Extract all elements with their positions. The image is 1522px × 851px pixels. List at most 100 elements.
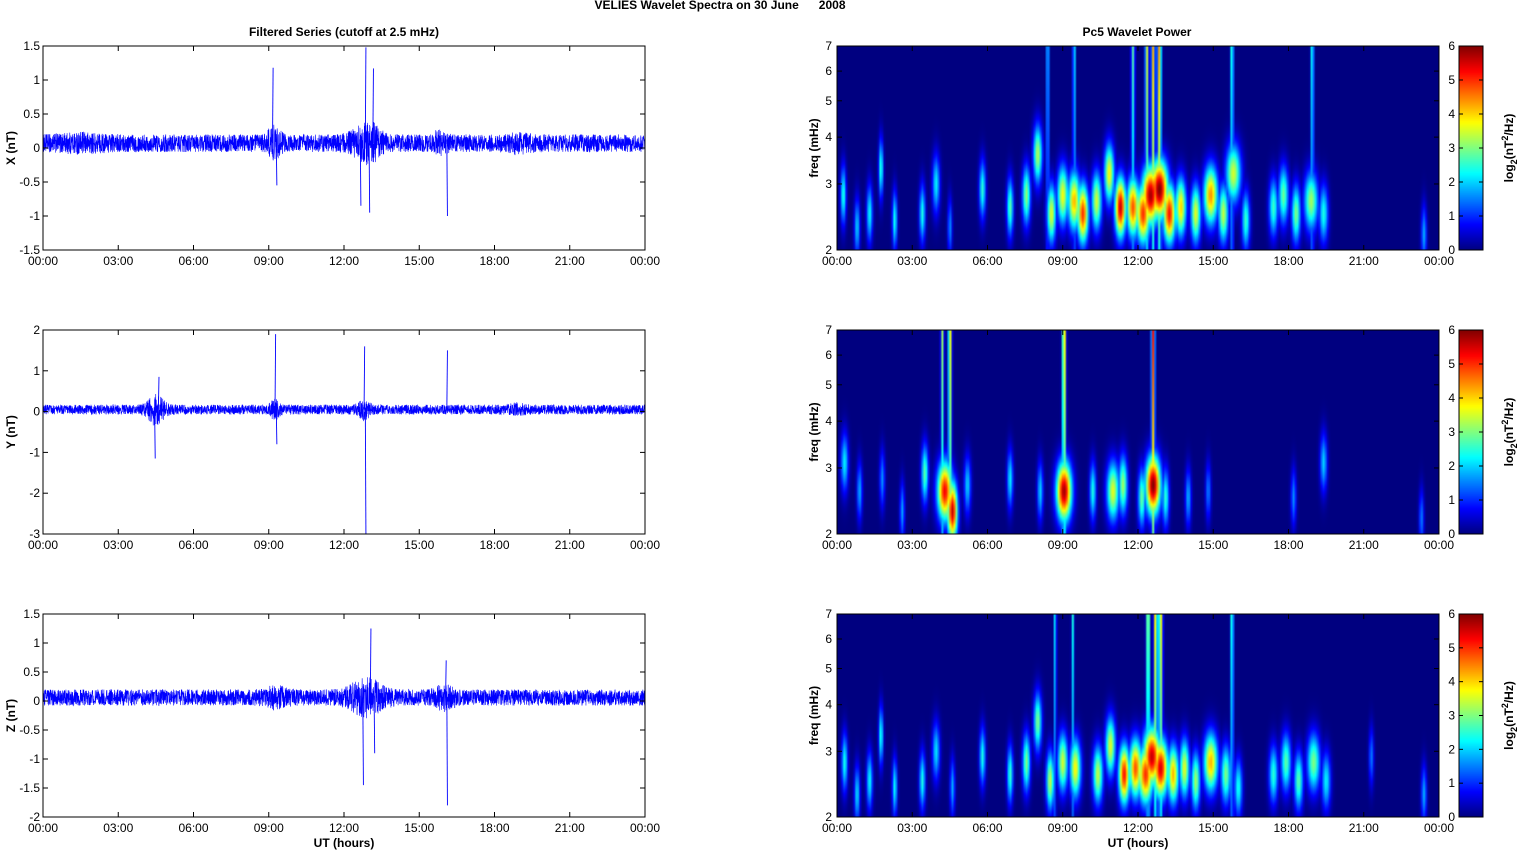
y-tick-label: 5 bbox=[825, 94, 832, 108]
left-column-title: Filtered Series (cutoff at 2.5 mHz) bbox=[249, 25, 439, 39]
colorbar-tick-label: 1 bbox=[1448, 209, 1455, 223]
y-axis-label: freq (mHz) bbox=[807, 118, 821, 177]
x-tick-label: 21:00 bbox=[555, 538, 585, 552]
signal-spike bbox=[275, 143, 278, 186]
x-tick-label: 00:00 bbox=[630, 821, 660, 835]
x-tick-label: 00:00 bbox=[1424, 821, 1454, 835]
y-tick-label: -2 bbox=[29, 810, 40, 824]
y-axis-label: Z (nT) bbox=[4, 699, 18, 732]
y-tick-label: 2 bbox=[825, 810, 832, 824]
colorbar-tick-label: 3 bbox=[1448, 141, 1455, 155]
y-tick-label: 2 bbox=[825, 527, 832, 541]
y-axis-label: freq (mHz) bbox=[807, 686, 821, 745]
colorbar-tick-label: 2 bbox=[1448, 459, 1455, 473]
colorbar-tick-label: 3 bbox=[1448, 425, 1455, 439]
x-tick-label: 21:00 bbox=[555, 821, 585, 835]
y-tick-label: 1.5 bbox=[23, 39, 40, 53]
wavelet-power-image bbox=[837, 330, 1439, 534]
y-tick-label: 0.5 bbox=[23, 107, 40, 121]
x-tick-label: 00:00 bbox=[28, 821, 58, 835]
signal-spike bbox=[362, 697, 364, 786]
x-tick-label: 06:00 bbox=[972, 254, 1002, 268]
y-axis-label: freq (mHz) bbox=[807, 402, 821, 461]
x-tick-label: 18:00 bbox=[479, 538, 509, 552]
y-tick-label: -2 bbox=[29, 486, 40, 500]
signal-spike bbox=[275, 409, 278, 445]
y-tick-label: 1 bbox=[33, 636, 40, 650]
signal-spike bbox=[363, 346, 366, 410]
series-panel-y: -3 -2 -1 0 1 2 00:00 03:00 06:00 09:00 12:00 15:00 1… bbox=[4, 323, 660, 552]
signal-spike bbox=[364, 409, 367, 535]
signal-spike bbox=[446, 143, 448, 217]
x-tick-label: 09:00 bbox=[254, 254, 284, 268]
x-tick-label: 15:00 bbox=[1198, 821, 1228, 835]
y-tick-label: -0.5 bbox=[19, 175, 40, 189]
x-tick-label: 18:00 bbox=[1273, 538, 1303, 552]
x-tick-label: 00:00 bbox=[822, 538, 852, 552]
x-axis-label: UT (hours) bbox=[1108, 836, 1169, 850]
x-tick-label: 06:00 bbox=[178, 538, 208, 552]
x-tick-label: 12:00 bbox=[329, 254, 359, 268]
y-tick-label: 2 bbox=[33, 323, 40, 337]
y-tick-label: 3 bbox=[825, 744, 832, 758]
wavelet-power-image bbox=[837, 614, 1439, 817]
x-tick-label: 06:00 bbox=[972, 538, 1002, 552]
colorbar-tick-label: 6 bbox=[1448, 323, 1455, 337]
series-panel-z: -2 -1.5 -1 -0.5 0 0.5 1 1.5 00:00 03:00 06:00 09:00… bbox=[4, 607, 660, 850]
y-tick-label: 4 bbox=[825, 414, 832, 428]
x-tick-label: 15:00 bbox=[404, 538, 434, 552]
signal-spike bbox=[274, 334, 277, 410]
signal-spike bbox=[368, 143, 371, 213]
colorbar-label: log2(nT2/Hz) bbox=[1500, 681, 1519, 750]
colorbar-tick-label: 3 bbox=[1448, 709, 1455, 723]
colorbar-tick-label: 5 bbox=[1448, 357, 1455, 371]
y-tick-label: 0 bbox=[33, 405, 40, 419]
x-tick-label: 06:00 bbox=[178, 821, 208, 835]
x-tick-label: 09:00 bbox=[1048, 538, 1078, 552]
y-tick-label: 3 bbox=[825, 461, 832, 475]
y-tick-label: -1.5 bbox=[19, 781, 40, 795]
y-tick-label: -1 bbox=[29, 752, 40, 766]
colorbar-tick-label: 2 bbox=[1448, 742, 1455, 756]
x-tick-label: 15:00 bbox=[1198, 538, 1228, 552]
right-column-title: Pc5 Wavelet Power bbox=[1083, 25, 1192, 39]
x-tick-label: 15:00 bbox=[404, 254, 434, 268]
colorbar-tick-label: 0 bbox=[1448, 527, 1455, 541]
signal-spike bbox=[272, 67, 274, 144]
colorbar-tick-label: 1 bbox=[1448, 776, 1455, 790]
x-tick-label: 03:00 bbox=[103, 538, 133, 552]
x-tick-label: 12:00 bbox=[1123, 821, 1153, 835]
y-tick-label: -1.5 bbox=[19, 243, 40, 257]
x-tick-label: 09:00 bbox=[254, 821, 284, 835]
colorbar-tick-label: 4 bbox=[1448, 675, 1455, 689]
x-tick-label: 18:00 bbox=[1273, 821, 1303, 835]
y-tick-label: 0 bbox=[33, 141, 40, 155]
x-tick-label: 03:00 bbox=[897, 538, 927, 552]
y-tick-label: 7 bbox=[825, 607, 832, 621]
x-tick-label: 00:00 bbox=[630, 538, 660, 552]
y-tick-label: -1 bbox=[29, 209, 40, 223]
x-tick-label: 09:00 bbox=[1048, 254, 1078, 268]
x-tick-label: 12:00 bbox=[329, 538, 359, 552]
y-axis-label: X (nT) bbox=[4, 131, 18, 165]
y-tick-label: 0.5 bbox=[23, 665, 40, 679]
signal-spike bbox=[364, 47, 367, 144]
signal-trace bbox=[42, 122, 646, 166]
x-tick-label: 00:00 bbox=[822, 254, 852, 268]
x-tick-label: 09:00 bbox=[254, 538, 284, 552]
x-tick-label: 18:00 bbox=[479, 254, 509, 268]
x-tick-label: 00:00 bbox=[1424, 538, 1454, 552]
y-tick-label: -1 bbox=[29, 445, 40, 459]
x-tick-label: 00:00 bbox=[28, 254, 58, 268]
colorbar-tick-label: 4 bbox=[1448, 391, 1455, 405]
colorbar-tick-label: 0 bbox=[1448, 810, 1455, 824]
y-tick-label: 7 bbox=[825, 39, 832, 53]
signal-spike bbox=[154, 409, 156, 459]
y-tick-label: 1.5 bbox=[23, 607, 40, 621]
x-tick-label: 03:00 bbox=[103, 821, 133, 835]
y-tick-label: 1 bbox=[33, 364, 40, 378]
x-axis-label: UT (hours) bbox=[314, 836, 375, 850]
series-panel-x: -1.5 -1 -0.5 0 0.5 1 1.5 00:00 03:00 06:00 09:00 12… bbox=[4, 39, 660, 268]
colorbar-label: log2(nT2/Hz) bbox=[1500, 114, 1519, 183]
